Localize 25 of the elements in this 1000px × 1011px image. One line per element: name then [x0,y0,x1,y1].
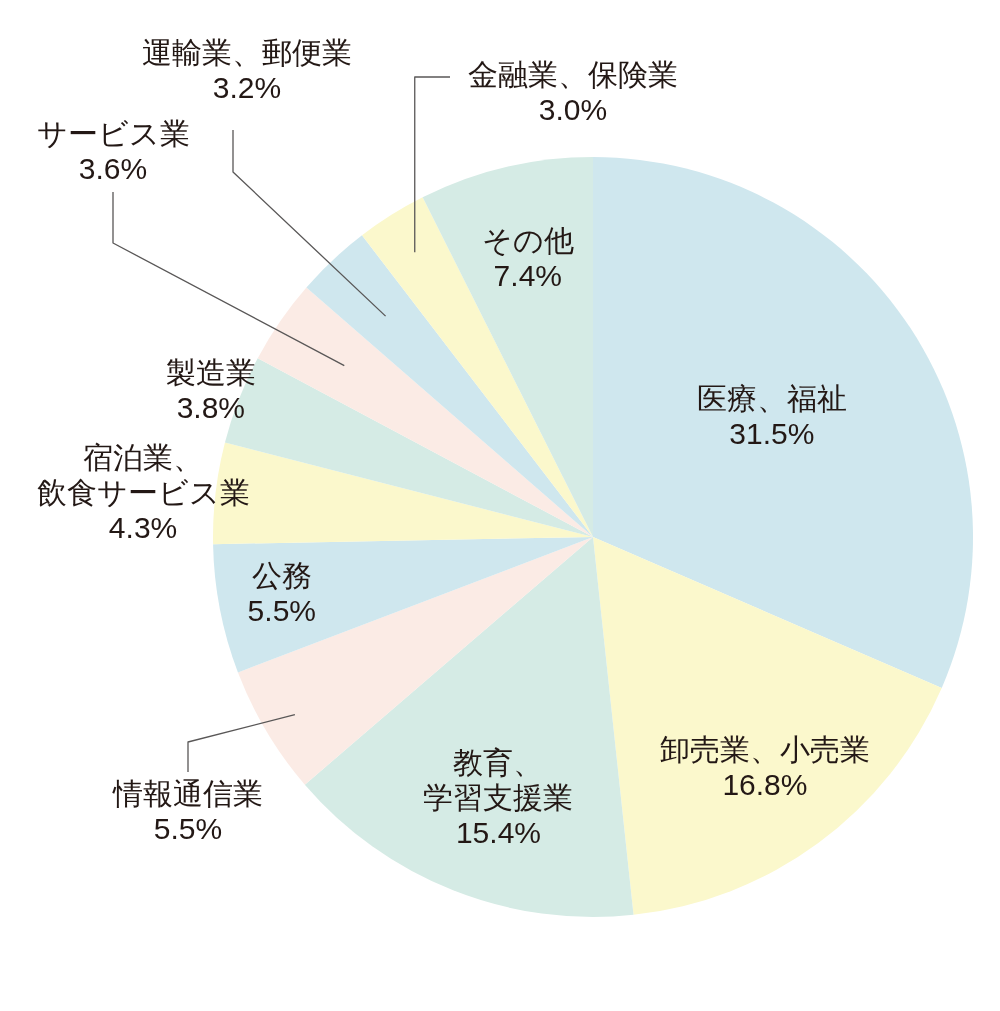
data-label: 3.8% [176,391,246,425]
data-label: 31.5% [729,416,815,450]
slice-label: 宿泊業、飲食サービス業 [36,440,250,509]
pie-slice [361,197,593,537]
data-label: 7.4% [493,258,562,292]
slice-label: 教育、学習支援業 [423,745,574,814]
data-label: 15.4% [455,815,541,849]
slice-label: 公務 [251,559,312,593]
slice-label: 情報通信業 [112,777,263,810]
data-label: 3.0% [538,93,608,126]
data-label: 4.3% [108,510,178,544]
data-label: 5.5% [247,594,316,628]
data-label: 3.2% [212,71,282,104]
data-label: 5.5% [153,812,223,845]
slice-label: サービス業 [36,117,190,150]
pie-slice [257,287,593,537]
slice-label: 金融業、保険業 [468,58,678,91]
pie-slice [593,537,942,915]
data-label: 3.6% [78,152,148,185]
slice-label: 卸売業、小売業 [659,732,870,766]
slice-label: その他 [481,223,574,257]
slice-label: 運輸業、郵便業 [142,36,352,69]
data-label: 16.8% [722,767,808,801]
slice-label: 製造業 [165,356,256,390]
slice-label: 医療、福祉 [696,381,847,415]
